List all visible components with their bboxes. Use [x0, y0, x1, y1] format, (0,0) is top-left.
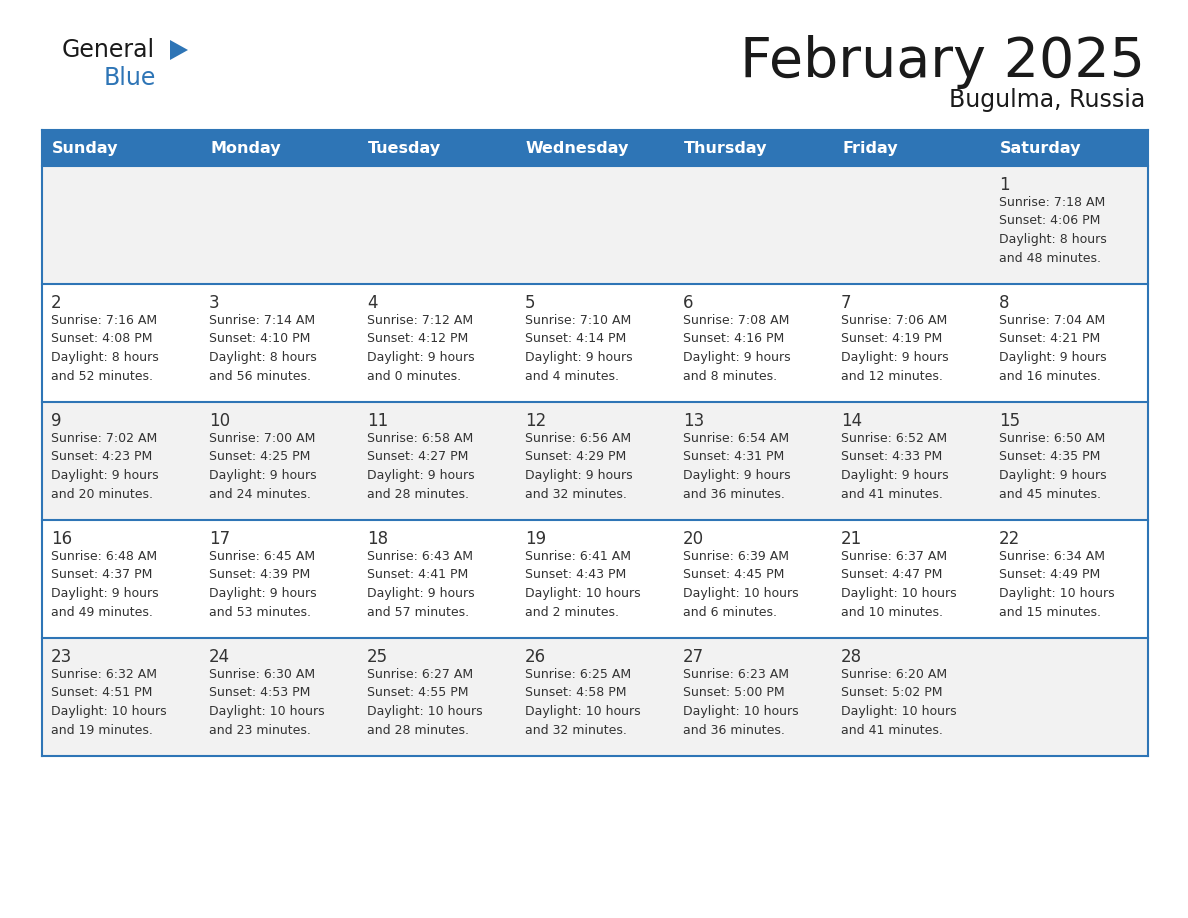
Text: 4: 4: [367, 294, 378, 312]
Text: Sunrise: 6:56 AM
Sunset: 4:29 PM
Daylight: 9 hours
and 32 minutes.: Sunrise: 6:56 AM Sunset: 4:29 PM Dayligh…: [525, 432, 633, 500]
Text: Sunrise: 6:41 AM
Sunset: 4:43 PM
Daylight: 10 hours
and 2 minutes.: Sunrise: 6:41 AM Sunset: 4:43 PM Dayligh…: [525, 550, 640, 619]
Text: Thursday: Thursday: [684, 140, 767, 155]
Text: Sunrise: 6:54 AM
Sunset: 4:31 PM
Daylight: 9 hours
and 36 minutes.: Sunrise: 6:54 AM Sunset: 4:31 PM Dayligh…: [683, 432, 791, 500]
Text: Sunrise: 7:00 AM
Sunset: 4:25 PM
Daylight: 9 hours
and 24 minutes.: Sunrise: 7:00 AM Sunset: 4:25 PM Dayligh…: [209, 432, 317, 500]
Text: 27: 27: [683, 648, 704, 666]
Text: Sunrise: 6:39 AM
Sunset: 4:45 PM
Daylight: 10 hours
and 6 minutes.: Sunrise: 6:39 AM Sunset: 4:45 PM Dayligh…: [683, 550, 798, 619]
Text: February 2025: February 2025: [740, 35, 1145, 89]
Bar: [674, 130, 832, 166]
Bar: [42, 166, 1148, 284]
Text: 11: 11: [367, 412, 388, 430]
Bar: [42, 130, 200, 166]
Text: 9: 9: [51, 412, 62, 430]
Text: Wednesday: Wednesday: [526, 140, 630, 155]
Text: 2: 2: [51, 294, 62, 312]
Text: Sunrise: 7:06 AM
Sunset: 4:19 PM
Daylight: 9 hours
and 12 minutes.: Sunrise: 7:06 AM Sunset: 4:19 PM Dayligh…: [841, 314, 949, 383]
Text: Blue: Blue: [105, 66, 157, 90]
Text: 18: 18: [367, 530, 388, 548]
Text: Sunrise: 7:16 AM
Sunset: 4:08 PM
Daylight: 8 hours
and 52 minutes.: Sunrise: 7:16 AM Sunset: 4:08 PM Dayligh…: [51, 314, 159, 383]
Text: Sunrise: 6:34 AM
Sunset: 4:49 PM
Daylight: 10 hours
and 15 minutes.: Sunrise: 6:34 AM Sunset: 4:49 PM Dayligh…: [999, 550, 1114, 619]
Text: Bugulma, Russia: Bugulma, Russia: [949, 88, 1145, 112]
Text: 10: 10: [209, 412, 230, 430]
Bar: [200, 130, 358, 166]
Text: 24: 24: [209, 648, 230, 666]
Text: 7: 7: [841, 294, 852, 312]
Text: Sunrise: 6:52 AM
Sunset: 4:33 PM
Daylight: 9 hours
and 41 minutes.: Sunrise: 6:52 AM Sunset: 4:33 PM Dayligh…: [841, 432, 949, 500]
Bar: [990, 130, 1148, 166]
Bar: [42, 638, 1148, 756]
Text: Sunrise: 6:48 AM
Sunset: 4:37 PM
Daylight: 9 hours
and 49 minutes.: Sunrise: 6:48 AM Sunset: 4:37 PM Dayligh…: [51, 550, 159, 619]
Text: Tuesday: Tuesday: [368, 140, 441, 155]
Text: 13: 13: [683, 412, 704, 430]
Text: Sunrise: 6:32 AM
Sunset: 4:51 PM
Daylight: 10 hours
and 19 minutes.: Sunrise: 6:32 AM Sunset: 4:51 PM Dayligh…: [51, 668, 166, 736]
Text: 19: 19: [525, 530, 546, 548]
Text: 16: 16: [51, 530, 72, 548]
Text: 26: 26: [525, 648, 546, 666]
Text: Sunrise: 6:43 AM
Sunset: 4:41 PM
Daylight: 9 hours
and 57 minutes.: Sunrise: 6:43 AM Sunset: 4:41 PM Dayligh…: [367, 550, 475, 619]
Text: Sunrise: 7:18 AM
Sunset: 4:06 PM
Daylight: 8 hours
and 48 minutes.: Sunrise: 7:18 AM Sunset: 4:06 PM Dayligh…: [999, 196, 1107, 264]
Text: Friday: Friday: [842, 140, 898, 155]
Text: Monday: Monday: [210, 140, 280, 155]
Text: 6: 6: [683, 294, 694, 312]
Polygon shape: [170, 40, 188, 60]
Text: 21: 21: [841, 530, 862, 548]
Text: Sunrise: 6:58 AM
Sunset: 4:27 PM
Daylight: 9 hours
and 28 minutes.: Sunrise: 6:58 AM Sunset: 4:27 PM Dayligh…: [367, 432, 475, 500]
Bar: [832, 130, 990, 166]
Text: Sunrise: 6:30 AM
Sunset: 4:53 PM
Daylight: 10 hours
and 23 minutes.: Sunrise: 6:30 AM Sunset: 4:53 PM Dayligh…: [209, 668, 324, 736]
Text: Sunrise: 7:08 AM
Sunset: 4:16 PM
Daylight: 9 hours
and 8 minutes.: Sunrise: 7:08 AM Sunset: 4:16 PM Dayligh…: [683, 314, 791, 383]
Bar: [42, 284, 1148, 402]
Text: General: General: [62, 38, 156, 62]
Text: 23: 23: [51, 648, 72, 666]
Text: 8: 8: [999, 294, 1010, 312]
Text: Sunrise: 6:50 AM
Sunset: 4:35 PM
Daylight: 9 hours
and 45 minutes.: Sunrise: 6:50 AM Sunset: 4:35 PM Dayligh…: [999, 432, 1107, 500]
Text: Sunrise: 6:25 AM
Sunset: 4:58 PM
Daylight: 10 hours
and 32 minutes.: Sunrise: 6:25 AM Sunset: 4:58 PM Dayligh…: [525, 668, 640, 736]
Text: 15: 15: [999, 412, 1020, 430]
Text: Sunrise: 7:02 AM
Sunset: 4:23 PM
Daylight: 9 hours
and 20 minutes.: Sunrise: 7:02 AM Sunset: 4:23 PM Dayligh…: [51, 432, 159, 500]
Text: 3: 3: [209, 294, 220, 312]
Text: 20: 20: [683, 530, 704, 548]
Text: 17: 17: [209, 530, 230, 548]
Text: 12: 12: [525, 412, 546, 430]
Text: Sunrise: 6:45 AM
Sunset: 4:39 PM
Daylight: 9 hours
and 53 minutes.: Sunrise: 6:45 AM Sunset: 4:39 PM Dayligh…: [209, 550, 317, 619]
Text: Sunrise: 7:12 AM
Sunset: 4:12 PM
Daylight: 9 hours
and 0 minutes.: Sunrise: 7:12 AM Sunset: 4:12 PM Dayligh…: [367, 314, 475, 383]
Bar: [42, 402, 1148, 520]
Text: Sunrise: 7:04 AM
Sunset: 4:21 PM
Daylight: 9 hours
and 16 minutes.: Sunrise: 7:04 AM Sunset: 4:21 PM Dayligh…: [999, 314, 1107, 383]
Text: Sunrise: 7:10 AM
Sunset: 4:14 PM
Daylight: 9 hours
and 4 minutes.: Sunrise: 7:10 AM Sunset: 4:14 PM Dayligh…: [525, 314, 633, 383]
Text: 22: 22: [999, 530, 1020, 548]
Text: Sunrise: 6:20 AM
Sunset: 5:02 PM
Daylight: 10 hours
and 41 minutes.: Sunrise: 6:20 AM Sunset: 5:02 PM Dayligh…: [841, 668, 956, 736]
Text: 5: 5: [525, 294, 536, 312]
Text: Sunrise: 6:23 AM
Sunset: 5:00 PM
Daylight: 10 hours
and 36 minutes.: Sunrise: 6:23 AM Sunset: 5:00 PM Dayligh…: [683, 668, 798, 736]
Text: 14: 14: [841, 412, 862, 430]
Text: Sunrise: 7:14 AM
Sunset: 4:10 PM
Daylight: 8 hours
and 56 minutes.: Sunrise: 7:14 AM Sunset: 4:10 PM Dayligh…: [209, 314, 317, 383]
Text: Sunrise: 6:37 AM
Sunset: 4:47 PM
Daylight: 10 hours
and 10 minutes.: Sunrise: 6:37 AM Sunset: 4:47 PM Dayligh…: [841, 550, 956, 619]
Text: Saturday: Saturday: [1000, 140, 1081, 155]
Bar: [358, 130, 516, 166]
Text: Sunday: Sunday: [52, 140, 119, 155]
Bar: [516, 130, 674, 166]
Text: 25: 25: [367, 648, 388, 666]
Text: 1: 1: [999, 176, 1010, 194]
Bar: [42, 520, 1148, 638]
Text: 28: 28: [841, 648, 862, 666]
Text: Sunrise: 6:27 AM
Sunset: 4:55 PM
Daylight: 10 hours
and 28 minutes.: Sunrise: 6:27 AM Sunset: 4:55 PM Dayligh…: [367, 668, 482, 736]
